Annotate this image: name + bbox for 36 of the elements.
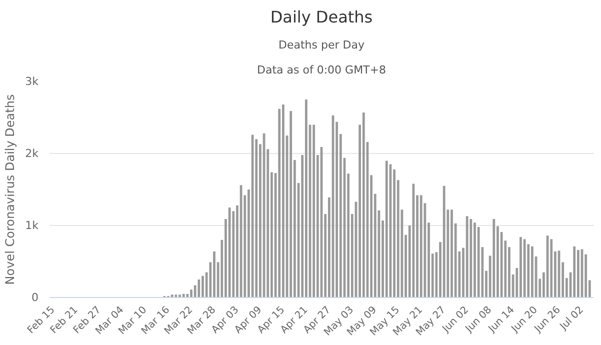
bar <box>450 210 453 298</box>
bar <box>576 250 580 298</box>
bar <box>278 108 281 298</box>
bar <box>474 222 476 298</box>
bar <box>420 195 422 298</box>
bar <box>198 280 200 298</box>
bar <box>213 251 216 298</box>
y-tick-label: 0 <box>32 291 38 304</box>
bar <box>520 237 522 298</box>
bar <box>178 294 181 298</box>
y-tick-label: 2k <box>25 147 40 160</box>
bar <box>442 186 446 298</box>
chart-subtitle: Deaths per Day <box>278 38 365 52</box>
bar <box>282 104 284 298</box>
y-tick-label: 3k <box>25 75 40 88</box>
bar <box>290 111 292 298</box>
bar <box>477 226 480 298</box>
y-tick-label: 1k <box>25 219 40 232</box>
bar <box>304 100 308 298</box>
bar <box>550 239 553 298</box>
bar <box>202 276 204 298</box>
bar <box>362 112 365 298</box>
bar <box>573 246 576 298</box>
text: Data as of 0:00 GMT+8 <box>257 64 386 76</box>
bar <box>470 219 472 298</box>
bar <box>174 294 178 298</box>
bar <box>492 219 496 298</box>
bar <box>385 160 388 298</box>
bar <box>190 290 192 298</box>
bar <box>466 216 468 298</box>
bar <box>312 124 316 298</box>
y-axis-title: Novel Coronavirus Daily Deaths <box>3 94 18 285</box>
bar <box>170 294 174 298</box>
bar <box>531 246 534 298</box>
chart-title: Daily Deaths <box>270 8 373 26</box>
bar <box>255 139 258 298</box>
